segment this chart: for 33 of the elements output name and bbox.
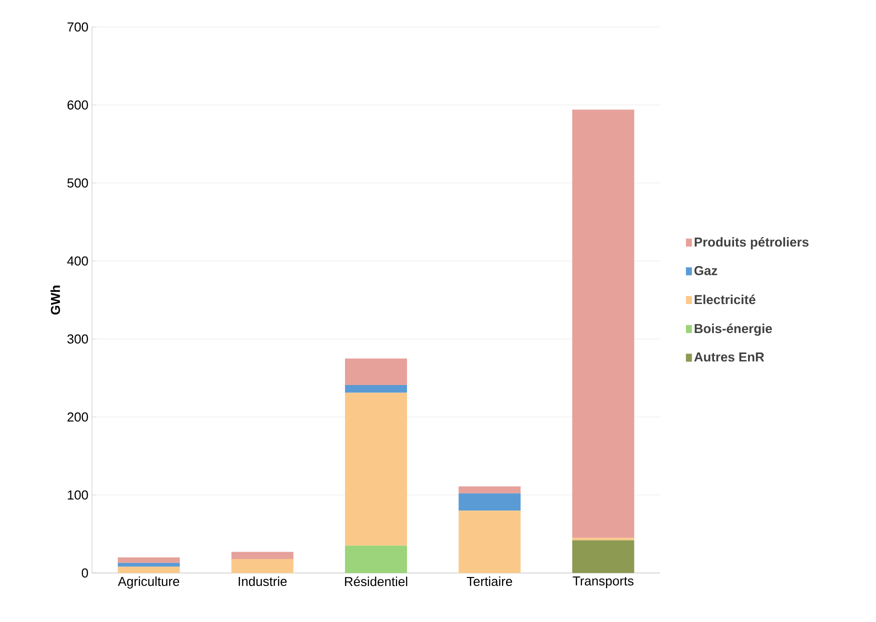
bar [118, 557, 180, 563]
y-axis-title: GWh [50, 286, 60, 315]
x-tick-label: Industrie [238, 576, 287, 586]
bar [345, 546, 408, 573]
x-tick-label: Résidentiel [345, 576, 408, 586]
y-tick-label: 300 [67, 334, 88, 344]
bar [231, 558, 294, 573]
bar [345, 385, 408, 393]
y-tick-label: 0 [82, 568, 88, 578]
bar [458, 510, 521, 573]
bar [118, 562, 180, 567]
x-tick-label: Agriculture [118, 576, 180, 589]
legend-label: Produits pétroliers [694, 237, 809, 250]
legend-label: Autres EnR [694, 352, 764, 362]
bar [231, 552, 294, 559]
y-tick-label: 200 [68, 412, 88, 422]
bar [458, 493, 521, 511]
y-tick-label: 700 [68, 22, 88, 32]
bar [345, 358, 408, 386]
x-tick-label: Transports [572, 576, 634, 588]
legend-label: Bois-énergie [694, 324, 772, 336]
y-tick-label: 100 [68, 490, 88, 500]
legend-label: Electricité [694, 294, 756, 304]
bar [572, 110, 634, 538]
legend-label: Gaz [694, 266, 718, 276]
y-tick-label: 600 [68, 100, 88, 110]
x-tick-label: Tertiaire [466, 576, 512, 586]
y-tick-label: 400 [67, 256, 88, 266]
bar [572, 540, 634, 573]
bar [458, 486, 521, 494]
bar [345, 392, 408, 546]
bar [118, 566, 180, 573]
y-tick-label: 500 [67, 178, 88, 188]
